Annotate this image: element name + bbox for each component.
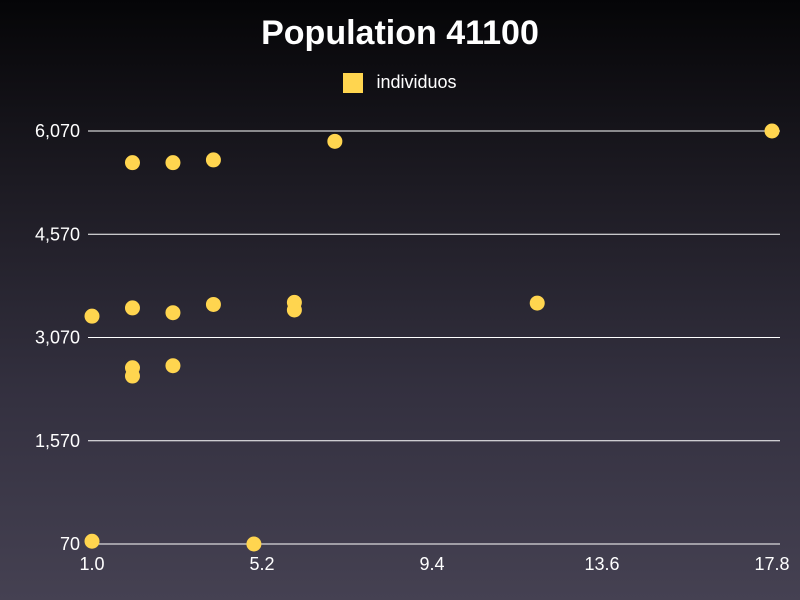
- data-point-6: [165, 155, 181, 171]
- data-point-5: [124, 368, 140, 384]
- legend-label: individuos: [376, 72, 457, 92]
- data-point-2: [124, 155, 140, 171]
- data-point-8: [165, 358, 181, 374]
- legend-swatch: [343, 72, 364, 93]
- x-tick-label-0: 1.0: [79, 554, 104, 574]
- y-tick-label-4: 6,070: [35, 121, 80, 141]
- x-tick-label-3: 13.6: [584, 554, 619, 574]
- legend: individuos: [0, 72, 800, 93]
- x-tick-label-2: 9.4: [419, 554, 444, 574]
- y-tick-label-3: 4,570: [35, 224, 80, 244]
- data-point-15: [529, 295, 545, 311]
- data-point-14: [327, 133, 343, 149]
- chart-title: Population 41100: [261, 14, 539, 52]
- y-tick-label-0: 70: [60, 534, 80, 554]
- data-point-16: [764, 123, 780, 139]
- y-tick-label-2: 3,070: [35, 328, 80, 348]
- data-point-0: [84, 308, 100, 324]
- data-point-7: [165, 305, 181, 321]
- y-tick-label-1: 1,570: [35, 431, 80, 451]
- data-point-11: [246, 536, 262, 552]
- data-point-9: [205, 152, 221, 168]
- x-tick-label-4: 17.8: [754, 554, 789, 574]
- x-tick-label-1: 5.2: [249, 554, 274, 574]
- data-point-13: [286, 302, 302, 318]
- data-point-1: [84, 533, 100, 549]
- data-point-3: [124, 300, 140, 316]
- data-point-10: [205, 296, 221, 312]
